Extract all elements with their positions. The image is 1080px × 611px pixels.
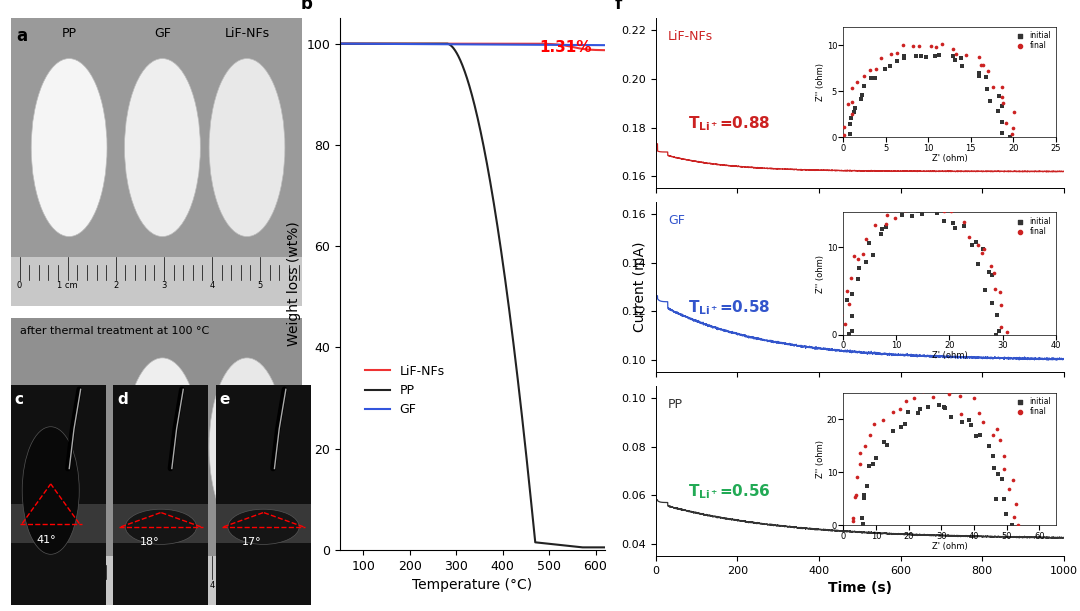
Text: PP: PP xyxy=(667,398,683,411)
Text: GF: GF xyxy=(154,27,171,40)
Ellipse shape xyxy=(228,509,299,544)
LiF-NFs xyxy=(502,40,515,47)
Legend: LiF-NFs, PP, GF: LiF-NFs, PP, GF xyxy=(360,360,449,421)
Text: 1.31%: 1.31% xyxy=(539,40,592,54)
LiF-NFs xyxy=(598,46,611,54)
Text: PP: PP xyxy=(62,27,77,40)
Ellipse shape xyxy=(124,59,201,236)
Bar xyxy=(11,556,302,605)
PP xyxy=(576,544,589,551)
Text: 0: 0 xyxy=(17,580,23,590)
LiF-NFs xyxy=(562,42,575,49)
PP xyxy=(487,200,500,207)
GF xyxy=(487,41,500,48)
Text: 5: 5 xyxy=(257,281,262,290)
Text: e: e xyxy=(220,392,230,406)
Text: LiF-NFs: LiF-NFs xyxy=(667,30,713,43)
Ellipse shape xyxy=(124,358,201,536)
PP xyxy=(562,542,575,549)
Text: c: c xyxy=(15,392,24,406)
Text: LiF-NFs: LiF-NFs xyxy=(225,27,270,40)
Bar xyxy=(11,257,302,306)
Text: 5: 5 xyxy=(257,580,262,590)
GF xyxy=(598,42,611,49)
Text: 18°: 18° xyxy=(139,536,160,547)
Ellipse shape xyxy=(210,358,285,536)
LiF-NFs xyxy=(334,40,347,47)
Bar xyxy=(216,503,311,543)
Text: d: d xyxy=(118,392,127,406)
Text: after thermal treatment at 100 °C: after thermal treatment at 100 °C xyxy=(19,326,208,336)
LiF-NFs xyxy=(350,40,363,47)
Text: 4: 4 xyxy=(210,281,215,290)
Text: $\mathregular{T_{Li^+}}$=0.88: $\mathregular{T_{Li^+}}$=0.88 xyxy=(688,114,770,133)
GF xyxy=(495,41,508,48)
Ellipse shape xyxy=(31,59,107,236)
Text: 1 cm: 1 cm xyxy=(57,281,78,290)
Line: GF: GF xyxy=(340,43,605,45)
Text: 3: 3 xyxy=(161,281,166,290)
PP xyxy=(495,245,508,252)
GF xyxy=(535,41,548,48)
PP xyxy=(535,540,548,547)
Text: f: f xyxy=(615,0,622,13)
Ellipse shape xyxy=(210,59,285,236)
GF xyxy=(334,40,347,47)
Text: a: a xyxy=(16,27,28,45)
Text: 1 cm: 1 cm xyxy=(57,580,78,590)
GF xyxy=(350,40,363,48)
GF xyxy=(562,42,575,49)
PP xyxy=(502,303,515,310)
Bar xyxy=(113,503,208,543)
Text: b: b xyxy=(300,0,312,13)
Line: LiF-NFs: LiF-NFs xyxy=(340,43,605,50)
Text: Current (mA): Current (mA) xyxy=(633,242,646,332)
Y-axis label: Weight loss (wt%): Weight loss (wt%) xyxy=(287,222,301,346)
Text: 3: 3 xyxy=(161,580,166,590)
LiF-NFs xyxy=(487,40,500,47)
X-axis label: Time (s): Time (s) xyxy=(827,581,892,595)
Text: 4: 4 xyxy=(210,580,215,590)
LiF-NFs xyxy=(495,40,508,47)
Text: 2: 2 xyxy=(113,580,119,590)
PP xyxy=(350,40,363,47)
LiF-NFs xyxy=(535,40,548,48)
PP xyxy=(334,40,347,47)
Ellipse shape xyxy=(125,509,197,544)
Text: 41°: 41° xyxy=(36,535,56,544)
GF xyxy=(502,41,515,48)
Text: 0: 0 xyxy=(17,281,23,290)
Text: 2: 2 xyxy=(113,281,119,290)
Text: GF: GF xyxy=(667,214,685,227)
Text: $\mathregular{T_{Li^+}}$=0.56: $\mathregular{T_{Li^+}}$=0.56 xyxy=(688,482,771,500)
X-axis label: Temperature (°C): Temperature (°C) xyxy=(413,578,532,592)
Bar xyxy=(11,503,106,543)
Text: 17°: 17° xyxy=(242,536,262,547)
Ellipse shape xyxy=(23,426,79,554)
Text: $\mathregular{T_{Li^+}}$=0.58: $\mathregular{T_{Li^+}}$=0.58 xyxy=(688,298,771,317)
PP xyxy=(598,544,611,551)
Line: PP: PP xyxy=(340,43,605,547)
